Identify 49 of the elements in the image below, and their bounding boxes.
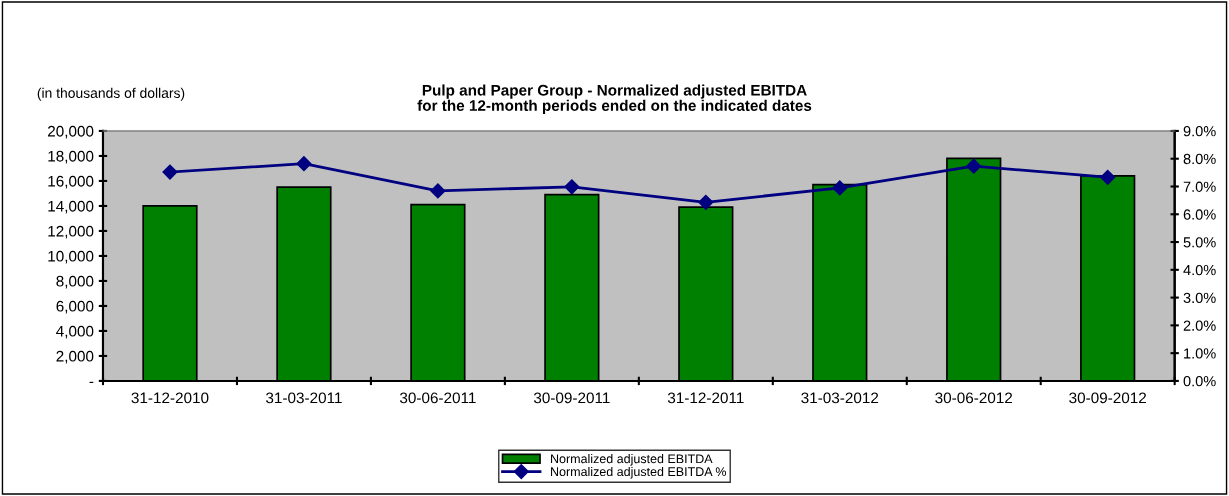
y-tick-label: 6,000: [56, 300, 94, 314]
point: [564, 179, 580, 195]
y2-tick-label: 9.0%: [1183, 126, 1216, 137]
y-tick-label: 18,000: [48, 150, 94, 164]
bar: [678, 206, 734, 381]
text: (in thousands of dollars): [37, 87, 185, 101]
chart-title: Pulp and Paper Group - Normalized adjusted EBITDA for the 12-month periods ended on the indicated dates: [417, 84, 812, 114]
y-tick-label: 8,000: [56, 275, 94, 289]
y2-tick-label: 8.0%: [1183, 153, 1216, 165]
x-tick-label: 31-12-2011: [667, 392, 744, 404]
bar: [812, 183, 868, 381]
bar: [410, 203, 466, 381]
bar: [1080, 175, 1136, 381]
bar: [142, 205, 198, 381]
y-tick-label: 12,000: [48, 225, 94, 239]
x-tick-label: 30-06-2011: [399, 392, 476, 404]
x-tick-label: 30-06-2012: [935, 392, 1013, 404]
y-tick-label: 4,000: [56, 325, 94, 339]
point: [698, 194, 714, 210]
y2-tick-label: 2.0%: [1183, 320, 1216, 331]
legend-label: Normalized adjusted EBITDA: [551, 454, 713, 466]
y2-tick-label: 4.0%: [1183, 264, 1216, 276]
y-tick-label: 2,000: [56, 350, 94, 364]
y2-tick-label: 0.0%: [1183, 376, 1216, 387]
y-tick-label: 10,000: [48, 250, 94, 264]
bar: [544, 193, 600, 381]
point: [430, 183, 446, 199]
y-tick-label: 16,000: [48, 175, 94, 189]
bar: [276, 186, 332, 381]
y2-tick-label: 5.0%: [1183, 237, 1216, 248]
x-tick-label: 31-03-2012: [801, 392, 879, 404]
x-tick-label: 31-12-2010: [131, 392, 209, 404]
legend-label: Normalized adjusted EBITDA %: [551, 466, 727, 479]
y2-tick-label: 6.0%: [1183, 209, 1216, 220]
bar: [946, 157, 1002, 381]
y-tick-label: 20,000: [48, 125, 94, 139]
x-tick-label: 30-09-2012: [1069, 392, 1147, 404]
x-tick-label: 30-09-2011: [533, 392, 610, 404]
y-tick-label: -: [89, 381, 94, 383]
point: [1100, 169, 1116, 185]
y2-tick-label: 7.0%: [1183, 181, 1216, 192]
point: [162, 164, 178, 180]
point: [966, 158, 982, 174]
y-tick-label: 14,000: [48, 200, 94, 214]
y2-tick-label: 3.0%: [1183, 292, 1216, 304]
x-tick-label: 31-03-2011: [266, 392, 342, 404]
y2-tick-label: 1.0%: [1184, 348, 1216, 359]
point: [832, 180, 848, 196]
point: [296, 156, 312, 172]
